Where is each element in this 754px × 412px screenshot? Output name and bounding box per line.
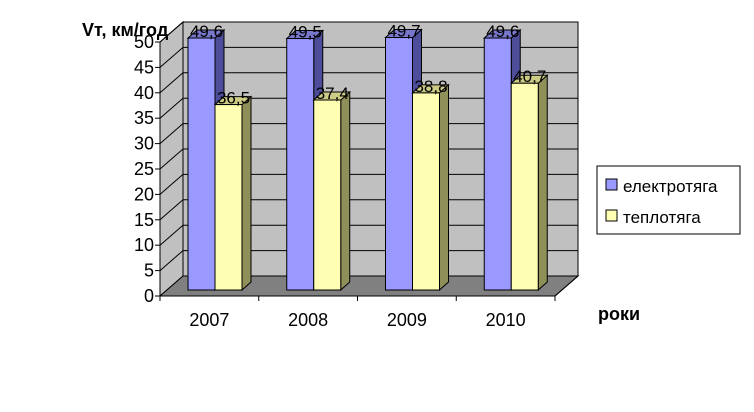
side-gridline-1 xyxy=(159,250,184,271)
legend: електротяга теплотяга xyxy=(596,165,741,235)
y-tick-label-2: 10 xyxy=(134,235,154,255)
legend-swatch-thermo xyxy=(605,209,618,222)
legend-label-thermo: теплотяга xyxy=(623,208,701,227)
axes xyxy=(155,41,579,301)
data-label-0-3: 49,6 xyxy=(486,22,519,41)
data-label-1-0: 36,5 xyxy=(217,89,250,108)
data-label-1-2: 38,8 xyxy=(414,77,447,96)
bar-side-1-2 xyxy=(439,83,449,292)
tick-labels: 0 5 10 15 20 25 30 35 40 45 50 2007 2008 2009 2010 xyxy=(134,32,526,330)
y-tick-label-5: 25 xyxy=(134,159,154,179)
bar-0-1 xyxy=(286,38,315,291)
data-label-0-1: 49,5 xyxy=(289,23,322,42)
data-label-1-1: 37,4 xyxy=(316,84,349,103)
side-gridline-3 xyxy=(159,199,184,221)
side-gridline-4 xyxy=(159,174,184,195)
y-tick-label-7: 35 xyxy=(134,108,154,128)
bar-side-1-3 xyxy=(537,74,548,292)
bar-0-3 xyxy=(483,37,512,291)
side-gridline-7 xyxy=(159,97,184,119)
floor-edge xyxy=(554,275,579,297)
y-tick-label-1: 5 xyxy=(144,261,154,281)
y-tick-label-3: 15 xyxy=(134,210,154,230)
bar-side-1-0 xyxy=(241,95,252,292)
side-gridline-2 xyxy=(159,224,184,246)
x-tick-label-3: 2010 xyxy=(486,310,526,330)
y-tick-label-10: 50 xyxy=(134,32,154,52)
x-tick-label-2: 2009 xyxy=(387,310,427,330)
y-axis-title: Vт, км/год xyxy=(82,20,169,40)
bars xyxy=(186,28,549,292)
y-tick-label-8: 40 xyxy=(134,83,154,103)
y-tick-label-6: 30 xyxy=(134,134,154,154)
side-gridline-10 xyxy=(159,21,184,43)
side-gridline-8 xyxy=(159,72,184,94)
bar-1-0 xyxy=(214,104,243,291)
x-axis-title: роки xyxy=(598,304,640,324)
data-label-0-2: 49,7 xyxy=(387,22,420,41)
side-gridline-5 xyxy=(159,148,184,170)
y-tick-label-4: 20 xyxy=(134,184,154,204)
bar-1-2 xyxy=(412,92,440,291)
x-tick-label-1: 2008 xyxy=(288,310,328,330)
side-gridline-9 xyxy=(159,47,184,68)
y-tick-label-9: 45 xyxy=(134,57,154,77)
bar-1-1 xyxy=(313,99,342,291)
legend-box xyxy=(596,165,741,235)
y-tick-label-0: 0 xyxy=(144,286,154,306)
x-tick-label-0: 2007 xyxy=(189,310,229,330)
legend-label-electro: електротяга xyxy=(623,177,718,196)
legend-swatch-electro xyxy=(605,178,618,191)
bar-1-3 xyxy=(510,82,539,291)
bar-0-0 xyxy=(187,37,216,291)
bar-0-2 xyxy=(385,37,413,291)
side-gridline-6 xyxy=(159,123,184,144)
bar-side-1-1 xyxy=(340,90,351,292)
data-label-1-3: 40,7 xyxy=(513,67,546,86)
data-labels: 49,6 36,5 49,5 37,4 49,7 38,8 49,6 40,7 xyxy=(190,22,546,108)
data-label-0-0: 49,6 xyxy=(190,22,223,41)
